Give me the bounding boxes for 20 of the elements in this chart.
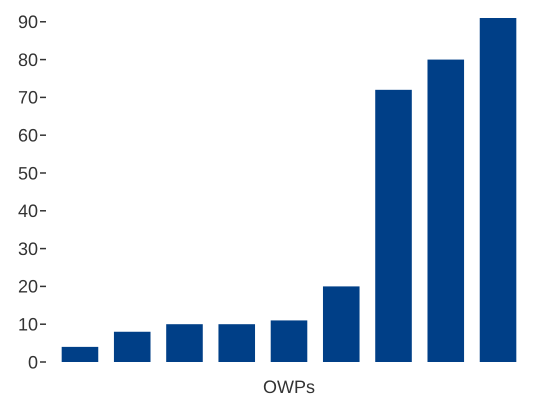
- bar: [480, 18, 516, 362]
- bar: [218, 324, 256, 362]
- bar: [166, 324, 203, 362]
- bar: [270, 320, 308, 362]
- y-tick-label: 40: [18, 201, 38, 222]
- y-tick-label: 80: [18, 50, 38, 70]
- bar: [114, 332, 151, 362]
- y-tick-label: 50: [18, 163, 38, 184]
- bar: [427, 60, 464, 362]
- y-tick-label: 60: [18, 125, 38, 146]
- y-tick-label: 90: [18, 12, 38, 32]
- y-tick-label: 10: [18, 314, 38, 334]
- y-tick-label: 20: [18, 276, 38, 297]
- bar: [322, 286, 360, 362]
- bar: [375, 90, 412, 362]
- bar: [62, 346, 98, 362]
- y-tick-label: 70: [18, 88, 38, 108]
- y-tick-label: 0: [28, 352, 38, 372]
- y-tick-label: 30: [18, 238, 38, 259]
- x-axis-title: OWPs: [263, 377, 315, 397]
